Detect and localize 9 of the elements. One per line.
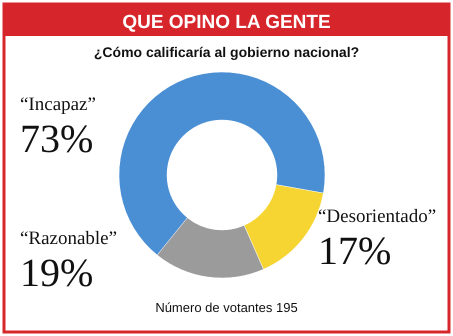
data-label: 17% [318,228,392,273]
chart-title: QUE OPINO LA GENTE [122,12,331,33]
slice-label: “Desorientado” [318,206,436,227]
slice-label: “Razonable” [20,228,118,249]
slice-label: “Incapaz” [20,94,96,115]
data-label: 19% [20,250,94,295]
data-label: 73% [20,116,94,161]
chart-subtitle: ¿Cómo calificaría al gobierno nacional? [94,44,360,60]
text: Número de votantes 195 [155,300,298,315]
